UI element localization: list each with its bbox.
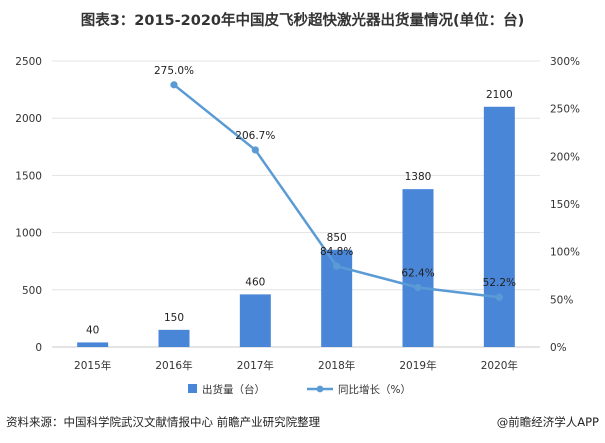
x-tick-label: 2015年	[74, 359, 111, 372]
legend-bar-label: 出货量（台）	[202, 383, 265, 396]
x-tick-label: 2016年	[155, 359, 192, 372]
x-axis: 2015年 2016年 2017年 2018年 2019年 2020年	[52, 346, 540, 372]
y-right-tick-label: 50%	[550, 294, 573, 306]
bar	[77, 342, 109, 347]
source-note: 资料来源：中国科学院武汉文献情报中心 前瞻产业研究院整理	[6, 415, 321, 429]
x-tick-label: 2019年	[399, 359, 436, 372]
gridlines	[52, 60, 540, 291]
line-point	[333, 262, 341, 270]
y-right-tick-label: 250%	[550, 104, 580, 116]
y-left-tick-label: 2500	[15, 56, 42, 68]
legend-bar-swatch	[188, 384, 197, 393]
line-data-label: 62.4%	[401, 268, 434, 280]
bar-data-label: 850	[327, 232, 347, 244]
bar-data-label: 40	[86, 324, 99, 336]
brand-credit: @前瞻经济学人APP	[496, 415, 599, 429]
x-tick-label: 2020年	[481, 359, 518, 372]
y-right-tick-label: 0%	[550, 342, 567, 354]
x-tick-label: 2018年	[318, 359, 355, 372]
line-data-label: 275.0%	[154, 65, 194, 77]
y-left-tick-label: 2000	[15, 113, 42, 125]
y-left-tick-label: 500	[22, 285, 42, 297]
x-tick-label: 2017年	[237, 359, 274, 372]
bar-series: 40 150 460 850 1380 2100	[77, 89, 515, 347]
legend-line-label: 同比增长（%）	[338, 383, 411, 396]
line-data-label: 84.8%	[320, 246, 353, 258]
bar-data-label: 1380	[405, 171, 432, 183]
y-right-tick-label: 150%	[550, 199, 580, 211]
line-point	[414, 283, 422, 292]
y-right-tick-label: 200%	[550, 151, 580, 163]
bar	[239, 294, 271, 347]
y-left-tick-label: 0	[35, 342, 42, 354]
bar	[483, 106, 515, 347]
chart-title: 图表3：2015-2020年中国皮飞秒超快激光器出货量情况(单位：台)	[80, 13, 525, 29]
y-axis-right: 0% 50% 100% 150% 200% 250% 300%	[550, 56, 580, 354]
y-axis-left: 0 500 1000 1500 2000 2500	[15, 56, 42, 354]
line-point	[251, 146, 259, 154]
bar-data-label: 2100	[486, 89, 513, 101]
line-data-label: 206.7%	[235, 130, 275, 142]
line-data-label: 52.2%	[483, 277, 516, 289]
bar	[158, 329, 190, 347]
legend: 出货量（台） 同比增长（%）	[188, 383, 411, 396]
bar	[402, 189, 434, 347]
legend-line-marker	[316, 385, 324, 393]
y-left-tick-label: 1500	[15, 170, 42, 182]
bar-data-label: 150	[164, 312, 184, 324]
y-right-tick-label: 300%	[550, 56, 580, 68]
line-point	[495, 293, 503, 301]
line-point	[170, 81, 178, 89]
y-left-tick-label: 1000	[15, 228, 42, 240]
bar-data-label: 460	[245, 276, 265, 288]
y-right-tick-label: 100%	[550, 247, 580, 259]
line-series: 275.0% 206.7% 84.8% 62.4% 52.2%	[154, 65, 516, 301]
